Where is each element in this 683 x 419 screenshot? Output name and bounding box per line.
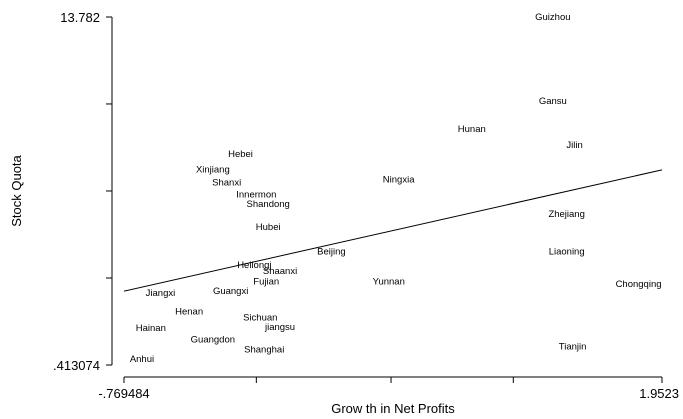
point-label-hunan: Hunan: [458, 124, 486, 135]
x-axis-title: Grow th in Net Profits: [331, 401, 455, 416]
point-labels: Guizhou Gansu Hunan Jilin Hebei XinjiangShanx…: [130, 12, 662, 365]
point-label-chongqing: Chongqing: [616, 279, 662, 290]
point-label-jiangsu: jiangsu: [264, 322, 295, 333]
y-tick-label-min: .413074: [53, 358, 100, 373]
point-label-shaanxi: Shaanxi: [263, 266, 297, 277]
y-axis-title: Stock Quota: [9, 154, 24, 226]
point-label-fujian: Fujian: [253, 276, 279, 287]
x-tick-label-min: -.769484: [98, 386, 149, 401]
point-label-liaoning: Liaoning: [549, 247, 585, 258]
axes: [111, 17, 662, 378]
point-label-shandong: Shandong: [247, 199, 290, 210]
point-label-heilongj: Heilongj: [237, 260, 271, 271]
point-label-jiangxi: Jiangxi: [146, 288, 176, 299]
point-label-ningxia: Ningxia: [383, 174, 415, 185]
y-ticks: [106, 16, 112, 366]
point-label-guangxi: Guangxi: [213, 286, 248, 297]
point-label-beijing: Beijing: [317, 247, 346, 258]
point-label-innermon: Innermon: [236, 190, 276, 201]
point-label-shanxi: Shanxi: [212, 177, 241, 188]
point-label-henan: Henan: [175, 307, 203, 318]
point-label-yunnan: Yunnan: [373, 276, 405, 287]
point-label-tianjin: Tianjin: [559, 342, 587, 353]
point-label-guangdon: Guangdon: [191, 334, 235, 345]
tick-labels: 13.782 .413074 -.769484 1.9523: [53, 10, 679, 401]
fit-line: [123, 169, 663, 292]
point-label-xinjiang: Xinjiang: [196, 165, 230, 176]
point-label-hebei: Hebei: [228, 149, 253, 160]
point-label-sichuan: Sichuan: [243, 312, 277, 323]
point-label-jilin: Jilin: [566, 140, 582, 151]
point-label-hainan: Hainan: [136, 323, 166, 334]
point-label-guizhou: Guizhou: [535, 12, 570, 23]
point-label-zhejiang: Zhejiang: [548, 209, 584, 220]
point-label-hubei: Hubei: [256, 222, 281, 233]
point-label-gansu: Gansu: [539, 96, 567, 107]
x-tick-label-max: 1.9523: [639, 386, 679, 401]
point-label-anhui: Anhui: [130, 354, 154, 365]
x-ticks: [123, 377, 663, 383]
point-label-shanghai: Shanghai: [244, 344, 284, 355]
y-tick-label-max: 13.782: [60, 10, 100, 25]
